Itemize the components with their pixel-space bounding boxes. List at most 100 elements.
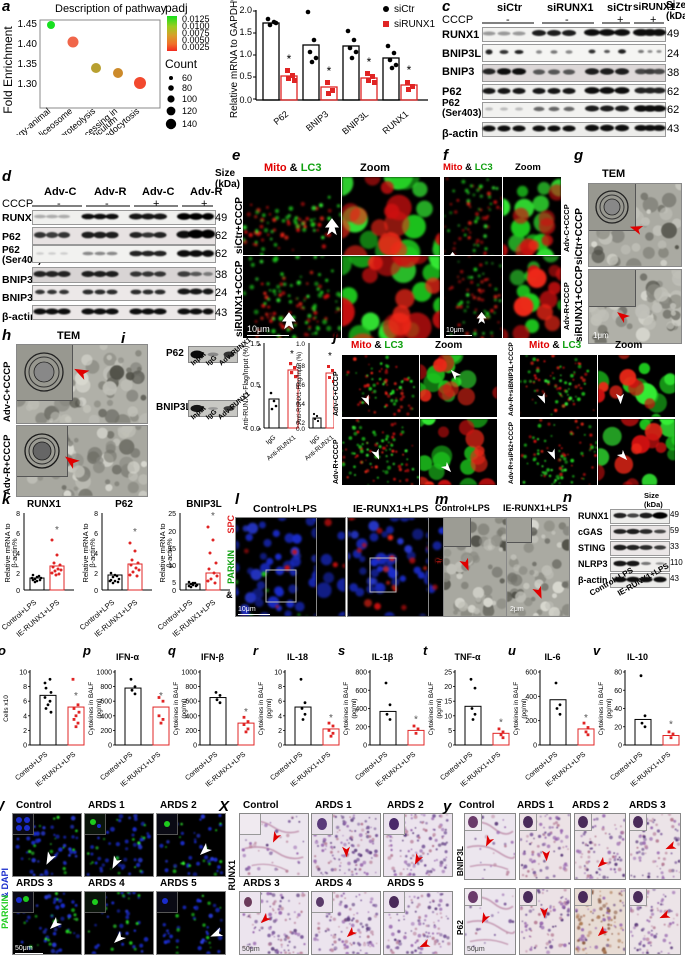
- svg-text:0: 0: [448, 743, 452, 750]
- svg-text:600: 600: [355, 688, 367, 695]
- svg-text:1.40: 1.40: [18, 39, 38, 50]
- svg-text:BNIP3L: BNIP3L: [186, 499, 222, 510]
- svg-text:Cells x10: Cells x10: [3, 695, 10, 722]
- svg-text:Relative mRNA to GAPDH%: Relative mRNA to GAPDH%: [229, 0, 240, 118]
- svg-text:2.0: 2.0: [239, 5, 252, 15]
- svg-text:*: *: [584, 713, 588, 724]
- svg-text:80: 80: [182, 83, 192, 93]
- svg-text:(pg/ml): (pg/ml): [436, 698, 443, 718]
- svg-text:0.0: 0.0: [296, 426, 305, 433]
- svg-text:IL-18: IL-18: [287, 652, 308, 662]
- svg-text:400: 400: [525, 694, 537, 701]
- svg-text:IFN-α: IFN-α: [116, 652, 139, 662]
- svg-text:siRUNX1: siRUNX1: [394, 19, 436, 30]
- svg-text:(pg/ml): (pg/ml): [521, 698, 528, 718]
- svg-text:4: 4: [23, 713, 27, 720]
- svg-text:800: 800: [355, 670, 367, 677]
- svg-text:60: 60: [182, 73, 192, 83]
- svg-text:Cytokines in BALF: Cytokines in BALF: [173, 682, 180, 735]
- svg-text:IL-1β: IL-1β: [372, 652, 394, 662]
- svg-text:20: 20: [614, 724, 622, 731]
- svg-text:200: 200: [185, 728, 197, 735]
- svg-text:BNIP3L: BNIP3L: [340, 109, 370, 135]
- svg-text:100: 100: [182, 94, 197, 104]
- svg-text:200: 200: [355, 724, 367, 731]
- svg-text:200: 200: [100, 728, 112, 735]
- svg-text:Count: Count: [165, 57, 198, 71]
- svg-text:800: 800: [100, 684, 112, 691]
- svg-text:0: 0: [193, 743, 197, 750]
- svg-text:*: *: [499, 717, 503, 728]
- svg-text:Cytokines in BALF: Cytokines in BALF: [428, 682, 435, 735]
- svg-text:0: 0: [618, 743, 622, 750]
- svg-text:1.0: 1.0: [296, 341, 305, 348]
- svg-text:80: 80: [614, 670, 622, 677]
- svg-text:0.5: 0.5: [239, 71, 252, 81]
- svg-text:120: 120: [182, 106, 197, 116]
- svg-text:(pg/ml): (pg/ml): [606, 698, 613, 718]
- svg-text:400: 400: [185, 713, 197, 720]
- svg-text:600: 600: [525, 670, 537, 677]
- svg-text:0: 0: [172, 588, 176, 595]
- svg-text:Anti-RUNX1-Flag/Input (%): Anti-RUNX1-Flag/Input (%): [297, 352, 303, 424]
- svg-text:6: 6: [23, 699, 27, 706]
- svg-text:*: *: [407, 63, 412, 77]
- svg-text:0: 0: [23, 743, 27, 750]
- svg-text:1000: 1000: [181, 670, 197, 677]
- svg-text:*: *: [327, 64, 332, 78]
- svg-text:Cytokines in BALF: Cytokines in BALF: [88, 682, 95, 735]
- svg-text:1.0: 1.0: [239, 49, 252, 59]
- svg-text:Cytokines in BALF: Cytokines in BALF: [598, 682, 605, 735]
- svg-text:1.30: 1.30: [18, 79, 38, 90]
- svg-text:10: 10: [19, 670, 27, 677]
- svg-text:*: *: [211, 511, 215, 522]
- svg-text:40: 40: [614, 706, 622, 713]
- svg-text:0: 0: [363, 743, 367, 750]
- svg-text:0: 0: [533, 743, 537, 750]
- svg-text:*: *: [669, 720, 673, 731]
- svg-text:600: 600: [185, 699, 197, 706]
- svg-text:200: 200: [525, 718, 537, 725]
- svg-text:β-actin%: β-actin%: [165, 538, 174, 568]
- svg-text:5: 5: [448, 728, 452, 735]
- svg-text:8: 8: [278, 684, 282, 691]
- svg-text:800: 800: [185, 684, 197, 691]
- svg-text:6: 6: [278, 699, 282, 706]
- svg-text:600: 600: [100, 699, 112, 706]
- svg-text:0.0025: 0.0025: [182, 42, 210, 52]
- svg-text:Cytokines in BALF: Cytokines in BALF: [258, 682, 265, 735]
- svg-text:*: *: [287, 52, 292, 66]
- svg-text:1000: 1000: [96, 670, 112, 677]
- svg-text:0: 0: [108, 743, 112, 750]
- svg-text:1.5: 1.5: [239, 27, 252, 37]
- svg-text:20: 20: [444, 684, 452, 691]
- svg-text:siCtr: siCtr: [394, 4, 415, 15]
- svg-text:1.45: 1.45: [18, 19, 38, 30]
- svg-text:Fold Enrichment: Fold Enrichment: [1, 26, 15, 114]
- svg-text:*: *: [414, 714, 418, 725]
- svg-text:5: 5: [172, 580, 176, 587]
- svg-text:*: *: [328, 351, 332, 362]
- svg-text:IL-10: IL-10: [627, 652, 648, 662]
- svg-text:4: 4: [278, 713, 282, 720]
- svg-text:0.0: 0.0: [239, 95, 252, 105]
- svg-text:*: *: [329, 713, 333, 724]
- svg-text:400: 400: [355, 706, 367, 713]
- svg-text:IL-6: IL-6: [544, 652, 560, 662]
- svg-text:25: 25: [168, 511, 176, 518]
- svg-text:padj: padj: [165, 1, 188, 15]
- svg-text:*: *: [244, 707, 248, 718]
- svg-text:140: 140: [182, 119, 197, 129]
- svg-text:1.35: 1.35: [18, 59, 38, 70]
- svg-text:*: *: [159, 691, 163, 702]
- svg-text:IFN-β: IFN-β: [201, 652, 224, 662]
- svg-text:25: 25: [444, 670, 452, 677]
- svg-text:(pg/ml): (pg/ml): [266, 698, 273, 718]
- svg-text:*: *: [367, 55, 372, 69]
- svg-text:Cytokines in BALF: Cytokines in BALF: [343, 682, 350, 735]
- svg-text:400: 400: [100, 713, 112, 720]
- svg-text:TNF-α: TNF-α: [454, 652, 480, 662]
- svg-text:RUNX1: RUNX1: [380, 109, 410, 135]
- svg-text:15: 15: [444, 699, 452, 706]
- svg-text:10: 10: [444, 713, 452, 720]
